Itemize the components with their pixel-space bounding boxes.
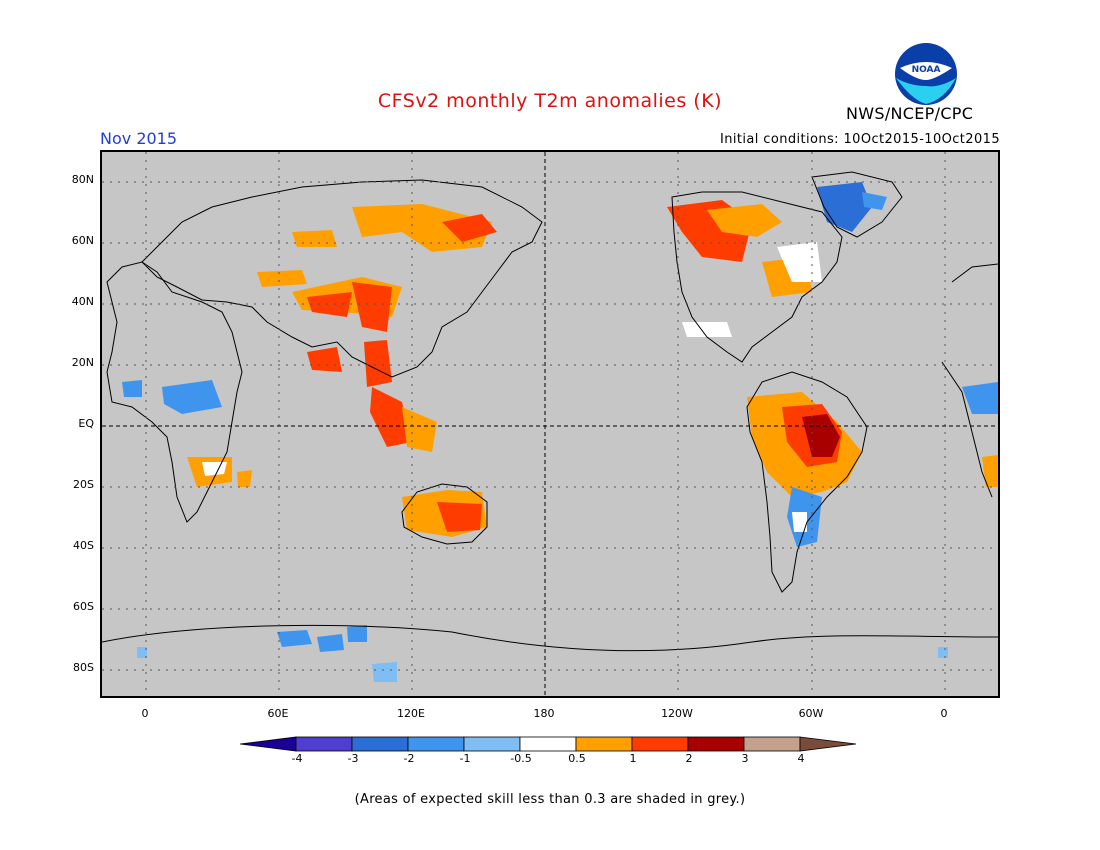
colorbar-swatch <box>295 736 353 752</box>
colorbar-tick-label: -3 <box>347 752 359 765</box>
colorbar-swatch <box>407 736 465 752</box>
anomaly-shading <box>122 182 998 682</box>
coastlines <box>102 171 998 652</box>
colorbar-tick-label: 4 <box>797 752 805 765</box>
lat-label: 40S <box>73 539 94 552</box>
agency-label: NWS/NCEP/CPC <box>846 104 974 123</box>
colorbar-arrow-high <box>799 736 857 752</box>
colorbar-swatch <box>743 736 801 752</box>
noaa-logo: NOAA <box>894 42 958 106</box>
lon-label: 0 <box>141 707 149 720</box>
forecast-month: Nov 2015 <box>100 129 178 148</box>
lat-label: 20S <box>73 478 94 491</box>
map-title: CFSv2 monthly T2m anomalies (K) <box>377 90 723 112</box>
lon-label: 120E <box>397 707 425 720</box>
colorbar-tick-label: 2 <box>685 752 693 765</box>
colorbar-tick-label: -1 <box>459 752 471 765</box>
lat-label: 60S <box>73 600 94 613</box>
lon-label: 60E <box>267 707 289 720</box>
anomaly-map <box>100 150 1000 698</box>
lon-label: 0 <box>940 707 948 720</box>
lat-label: EQ <box>78 417 94 430</box>
colorbar-arrow-low <box>239 736 297 752</box>
colorbar-swatch <box>519 736 577 752</box>
colorbar-tick-label: 1 <box>629 752 637 765</box>
colorbar-tick-label: 0.5 <box>568 752 586 765</box>
colorbar-swatch <box>351 736 409 752</box>
svg-text:NOAA: NOAA <box>912 65 941 75</box>
footnote: (Areas of expected skill less than 0.3 a… <box>354 792 746 807</box>
lat-label: 60N <box>71 234 94 247</box>
colorbar <box>239 734 860 754</box>
colorbar-swatch <box>687 736 745 752</box>
lat-label: 80S <box>73 661 94 674</box>
lat-label: 20N <box>71 356 94 369</box>
colorbar-swatch <box>631 736 689 752</box>
lat-label: 40N <box>71 295 94 308</box>
colorbar-tick-label: -4 <box>291 752 303 765</box>
colorbar-swatch <box>575 736 633 752</box>
lon-label: 60W <box>798 707 824 720</box>
colorbar-tick-label: 3 <box>741 752 749 765</box>
lon-label: 120W <box>661 707 693 720</box>
initial-conditions: Initial conditions: 10Oct2015-10Oct2015 <box>720 132 1000 147</box>
graticule <box>102 152 998 696</box>
lat-label: 80N <box>71 173 94 186</box>
colorbar-tick-label: -2 <box>403 752 415 765</box>
colorbar-tick-label: -0.5 <box>510 752 532 765</box>
lon-label: 180 <box>533 707 555 720</box>
colorbar-swatch <box>463 736 521 752</box>
